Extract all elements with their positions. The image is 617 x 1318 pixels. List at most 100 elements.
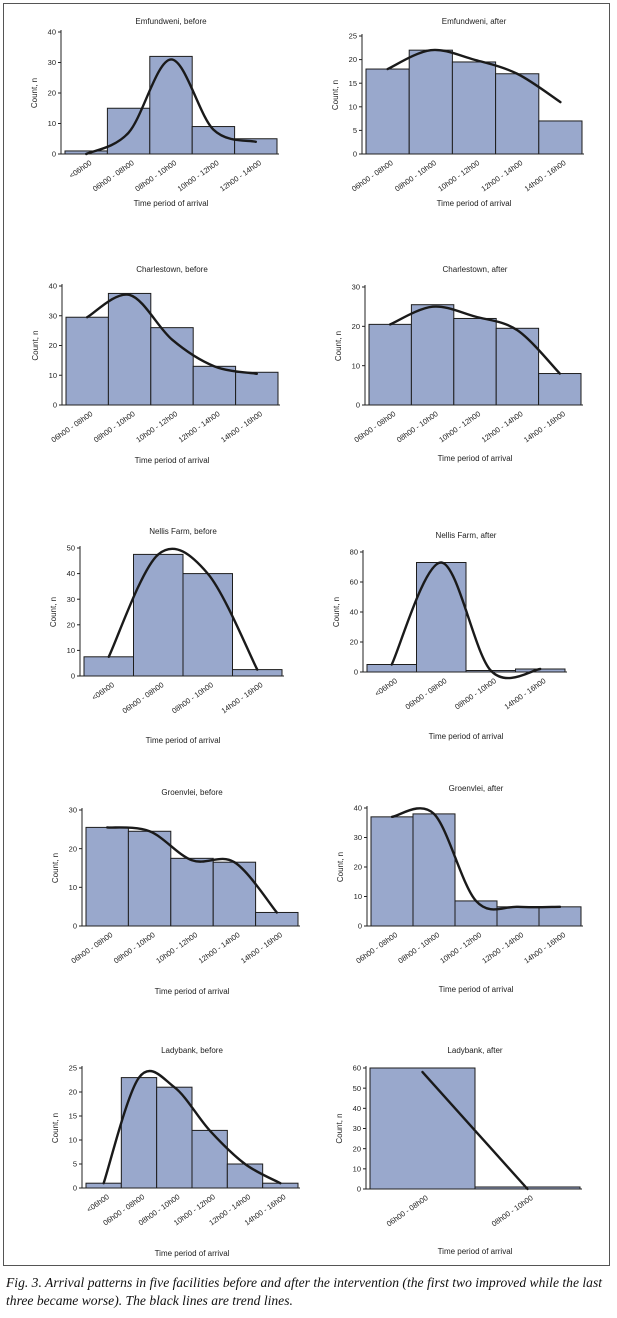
bar-3: [171, 858, 213, 926]
x-tick-label: 12h00 - 14h00: [480, 158, 525, 193]
bar-5: [227, 1164, 262, 1188]
chart-panel-6: Nellis Farm, after 0 20 40 60 80 Count, n <06h0…: [332, 531, 567, 741]
x-tick-label: 06h00 - 08h00: [121, 680, 166, 715]
x-axis-label: Time period of arrival: [438, 1247, 513, 1256]
y-tick-label: 10: [353, 1164, 361, 1173]
y-tick-label: 10: [354, 892, 362, 901]
y-tick-label: 10: [69, 1136, 77, 1145]
x-tick-label: <06h00: [85, 1192, 111, 1214]
bar-5: [256, 912, 298, 926]
y-tick-label: 0: [354, 668, 358, 677]
bar-1: [370, 1068, 475, 1189]
chart-title: Groenvlei, after: [449, 784, 504, 793]
x-tick-label: 06h00 - 08h00: [385, 1193, 430, 1228]
chart-title: Ladybank, after: [447, 1046, 502, 1055]
bar-4: [496, 328, 538, 405]
y-tick-label: 20: [352, 322, 360, 331]
x-tick-label: 06h00 - 08h00: [50, 409, 95, 444]
y-tick-label: 60: [353, 1064, 361, 1073]
x-tick-label: 10h00 - 12h00: [134, 409, 179, 444]
bar-4: [496, 74, 539, 154]
y-axis-label: Count, n: [49, 597, 58, 627]
y-tick-label: 20: [353, 1144, 361, 1153]
chart-panel-1: Emfundweni, before010203040Count, n<06h0…: [30, 17, 279, 208]
y-tick-label: 40: [354, 804, 362, 813]
y-tick-label: 40: [49, 282, 57, 291]
bar-2: [413, 814, 455, 926]
x-tick-label: 10h00 - 12h00: [154, 930, 199, 965]
bar-4: [497, 907, 539, 926]
y-axis-label: Count, n: [51, 853, 60, 883]
y-tick-label: 0: [53, 401, 57, 410]
y-tick-label: 30: [49, 311, 57, 320]
x-tick-label: 12h00 - 14h00: [218, 158, 263, 193]
bar-3: [452, 62, 495, 154]
y-tick-label: 80: [350, 548, 358, 557]
chart-panel-2: Emfundweni, after 0 5 10 15 20 25 Count, n 06h00…: [331, 17, 584, 208]
x-tick-label: 10h00 - 12h00: [436, 158, 481, 193]
y-tick-label: 25: [69, 1064, 77, 1073]
chart-title: Nellis Farm, after: [436, 531, 497, 540]
x-tick-label: 08h00 - 10h00: [133, 158, 178, 193]
y-tick-label: 40: [67, 569, 75, 578]
x-tick-label: <06h00: [90, 680, 116, 702]
x-tick-label: 14h00 - 16h00: [503, 676, 548, 711]
chart-panel-5: Nellis Farm, before01020304050Count, n<0…: [49, 527, 284, 745]
y-tick-label: 10: [49, 371, 57, 380]
chart-title: Nellis Farm, before: [149, 527, 217, 536]
x-tick-label: 08h00 - 10h00: [170, 680, 215, 715]
bar-2: [121, 1078, 156, 1188]
chart-panel-4: Charlestown, after 0 10 20 30 Count, n 06h00 -…: [334, 265, 583, 463]
bar-2: [411, 305, 453, 405]
x-axis-label: Time period of arrival: [155, 1249, 230, 1258]
x-tick-label: 10h00 - 12h00: [438, 930, 483, 965]
bar-2: [108, 293, 150, 405]
x-tick-label: <06h00: [373, 676, 399, 698]
y-tick-label: 30: [353, 1124, 361, 1133]
x-tick-label: <06h00: [68, 158, 94, 180]
x-tick-label: 08h00 - 10h00: [112, 930, 157, 965]
bar-4: [213, 862, 255, 926]
chart-title: Ladybank, before: [161, 1046, 223, 1055]
y-tick-label: 40: [350, 608, 358, 617]
histogram-grid: Emfundweni, before010203040Count, n<06h0…: [0, 0, 617, 1318]
y-tick-label: 20: [67, 620, 75, 629]
x-tick-label: 10h00 - 12h00: [437, 409, 482, 444]
bar-4: [192, 1130, 227, 1188]
chart-title: Groenvlei, before: [161, 788, 223, 797]
bar-2: [409, 50, 452, 154]
bar-3: [455, 901, 497, 926]
y-axis-label: Count, n: [334, 331, 343, 361]
chart-panel-8: Groenvlei, after010203040Count, n06h00 -…: [336, 784, 583, 994]
y-tick-label: 10: [352, 361, 360, 370]
y-tick-label: 40: [48, 28, 56, 37]
x-tick-label: 14h00 - 16h00: [219, 409, 264, 444]
x-axis-label: Time period of arrival: [134, 199, 209, 208]
y-tick-label: 50: [353, 1084, 361, 1093]
y-axis-label: Count, n: [30, 78, 39, 108]
x-tick-label: 08h00 - 10h00: [393, 158, 438, 193]
y-tick-label: 30: [352, 283, 360, 292]
x-tick-label: 06h00 - 08h00: [70, 930, 115, 965]
y-tick-label: 20: [350, 638, 358, 647]
x-tick-label: 10h00 - 12h00: [176, 158, 221, 193]
bar-5: [236, 372, 278, 405]
y-tick-label: 15: [69, 1112, 77, 1121]
y-tick-label: 0: [356, 401, 360, 410]
x-tick-label: 14h00 - 16h00: [522, 930, 567, 965]
y-tick-label: 30: [69, 806, 77, 815]
x-axis-label: Time period of arrival: [155, 987, 230, 996]
x-tick-label: 08h00 - 10h00: [92, 409, 137, 444]
bar-2: [417, 563, 467, 673]
y-tick-label: 15: [349, 79, 357, 88]
bar-1: [369, 324, 411, 405]
y-tick-label: 0: [353, 150, 357, 159]
y-axis-label: Count, n: [335, 1113, 344, 1143]
bar-1: [84, 657, 134, 676]
bar-1: [366, 69, 409, 154]
bar-5: [539, 907, 581, 926]
x-tick-label: 06h00 - 08h00: [353, 409, 398, 444]
y-tick-label: 50: [67, 544, 75, 553]
x-tick-label: 08h00 - 10h00: [395, 409, 440, 444]
y-axis-label: Count, n: [31, 330, 40, 360]
